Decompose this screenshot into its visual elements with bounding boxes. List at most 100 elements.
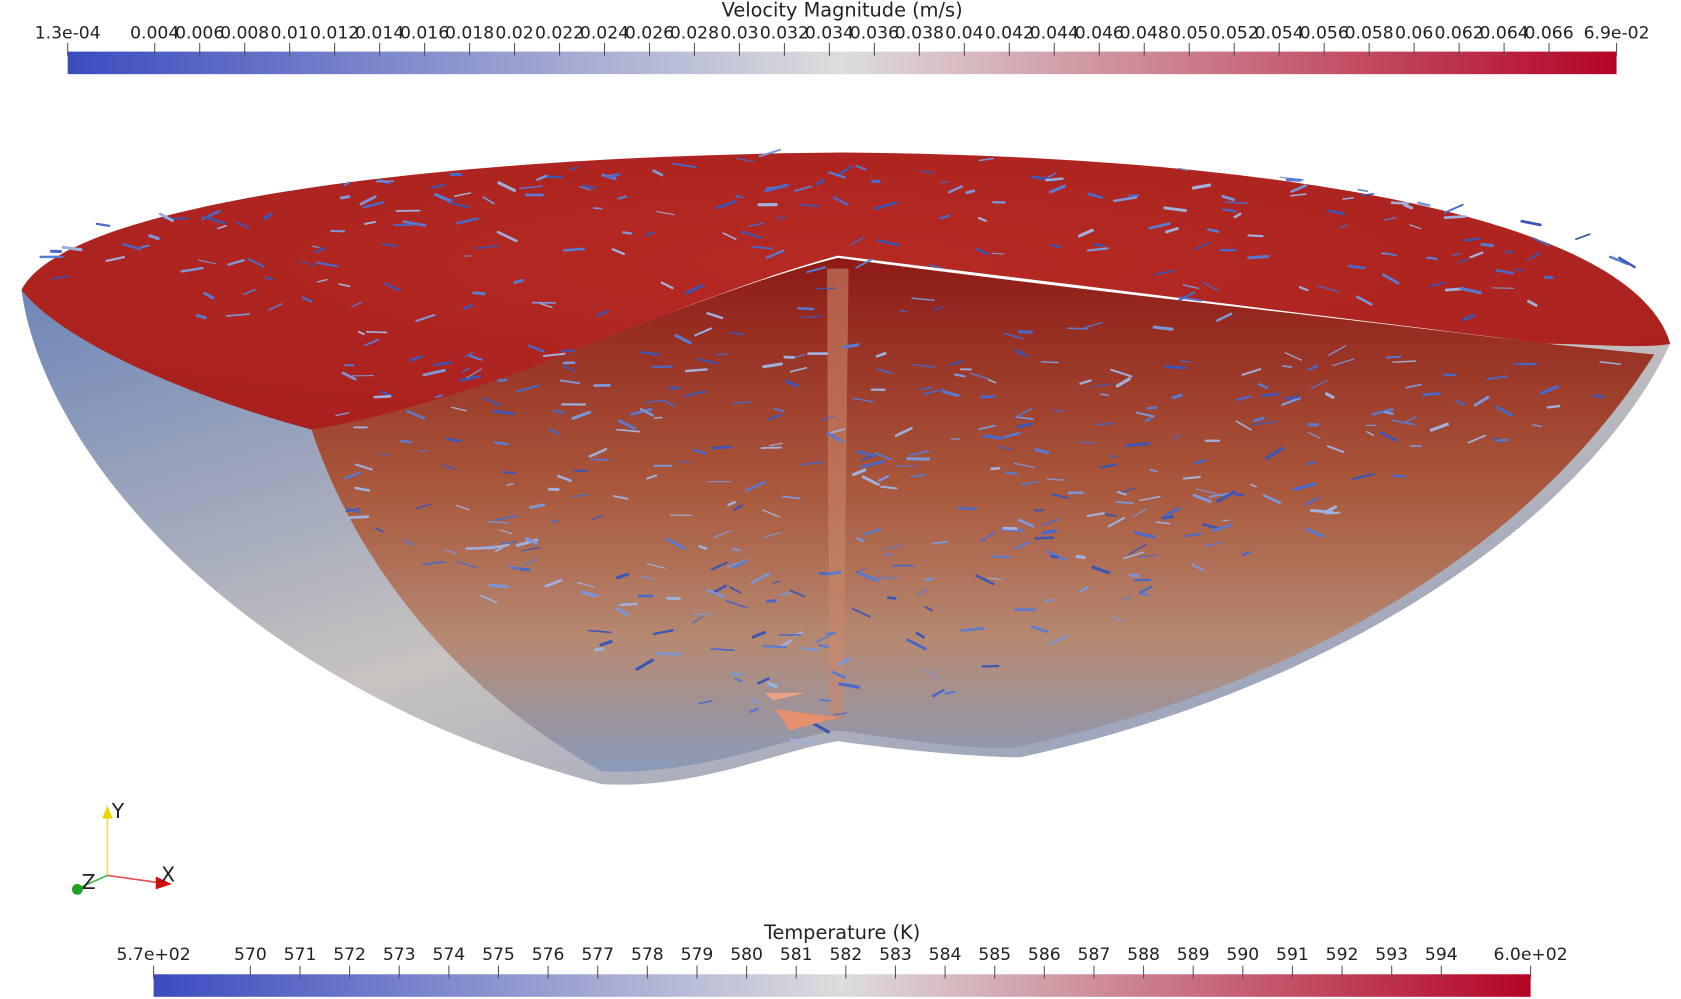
velocity-glyph — [1077, 556, 1084, 557]
tick-label: 0.016 — [400, 23, 449, 43]
velocity-glyph — [1101, 394, 1108, 395]
velocity-glyph — [820, 645, 828, 646]
tick-label: 0.04 — [945, 23, 983, 43]
color-bar: Temperature (K) 5.7e+02 6.0e+02 570 571 572 57… — [117, 921, 1568, 997]
tick-label: 579 — [681, 945, 714, 965]
tick-label: 0.01 — [271, 23, 309, 43]
range-label: 6.0e+02 — [1494, 945, 1568, 965]
color-bar-title: Velocity Magnitude (m/s) — [722, 0, 963, 21]
tick-label: 0.032 — [760, 23, 809, 43]
velocity-glyph — [1263, 394, 1278, 396]
velocity-glyph — [1041, 362, 1058, 363]
velocity-glyph — [828, 572, 840, 574]
tick-label: 580 — [730, 945, 763, 965]
velocity-glyph — [1129, 195, 1138, 196]
velocity-glyph — [670, 388, 678, 389]
velocity-glyph — [1181, 361, 1190, 362]
tick-label: 583 — [879, 945, 912, 965]
tick-label: 575 — [482, 945, 515, 965]
velocity-glyph — [1163, 517, 1173, 519]
tick-label: 0.02 — [495, 23, 533, 43]
tick-label: 586 — [1028, 945, 1061, 965]
velocity-glyph — [1387, 357, 1401, 358]
orientation-axes: Y X Z — [72, 799, 175, 895]
velocity-glyph — [350, 517, 368, 518]
tick-label: 571 — [284, 945, 317, 965]
velocity-glyph — [900, 311, 906, 312]
velocity-glyph — [375, 396, 391, 397]
velocity-glyph — [401, 441, 411, 442]
velocity-glyph — [1482, 244, 1493, 245]
hemisphere-render — [21, 150, 1670, 785]
velocity-glyph — [800, 205, 819, 206]
velocity-glyph — [474, 293, 485, 294]
tick-label: 0.048 — [1120, 23, 1169, 43]
velocity-glyph — [1045, 600, 1052, 601]
velocity-glyph — [888, 598, 895, 599]
tick-label: 0.022 — [535, 23, 584, 43]
tick-label: 584 — [929, 945, 962, 965]
velocity-glyph — [503, 472, 516, 473]
velocity-glyph — [1154, 327, 1172, 329]
tick-label: 572 — [333, 945, 366, 965]
color-bar-ramp — [68, 52, 1617, 75]
velocity-glyph — [1423, 393, 1438, 394]
velocity-glyph — [1223, 520, 1230, 521]
tick-label: 0.058 — [1345, 23, 1394, 43]
velocity-glyph — [967, 191, 974, 193]
tick-label: 592 — [1326, 945, 1359, 965]
tick-label: 0.008 — [220, 23, 269, 43]
tick-label: 582 — [829, 945, 862, 965]
velocity-glyph — [826, 633, 835, 634]
tick-label: 573 — [383, 945, 416, 965]
tick-label: 0.03 — [720, 23, 758, 43]
velocity-glyph — [1505, 252, 1513, 253]
tick-label: 0.042 — [985, 23, 1034, 43]
velocity-glyph — [1522, 221, 1540, 225]
color-bar-title: Temperature (K) — [763, 921, 920, 944]
velocity-glyph — [1286, 397, 1298, 399]
velocity-glyph — [367, 332, 386, 333]
velocity-glyph — [992, 556, 1009, 557]
tick-label: 0.036 — [850, 23, 899, 43]
tick-label: 578 — [631, 945, 664, 965]
velocity-glyph — [467, 548, 490, 549]
velocity-glyph — [955, 375, 964, 377]
x-axis-label: X — [161, 862, 175, 886]
tick-label: 588 — [1127, 945, 1160, 965]
velocity-glyph — [984, 436, 1002, 438]
velocity-glyph — [1052, 245, 1060, 247]
velocity-glyph — [498, 380, 506, 381]
velocity-glyph — [1393, 476, 1405, 477]
velocity-glyph — [716, 354, 727, 355]
velocity-glyph — [1594, 396, 1603, 398]
range-label: 5.7e+02 — [117, 945, 191, 965]
color-bar-ramp — [154, 974, 1531, 997]
tick-label: 0.038 — [895, 23, 944, 43]
velocity-glyph — [1236, 494, 1243, 495]
tick-label: 0.034 — [805, 23, 854, 43]
tick-label: 570 — [234, 945, 267, 965]
tick-label: 0.062 — [1435, 23, 1484, 43]
velocity-glyph — [1496, 440, 1509, 441]
tick-label: 581 — [780, 945, 813, 965]
velocity-glyph — [1166, 367, 1184, 368]
velocity-glyph — [1358, 190, 1367, 192]
velocity-glyph — [1287, 180, 1300, 181]
velocity-glyph — [620, 604, 636, 605]
tick-label: 594 — [1425, 945, 1458, 965]
velocity-glyph — [331, 231, 344, 232]
tick-label: 0.06 — [1395, 23, 1433, 43]
velocity-glyph — [1148, 408, 1156, 409]
tick-label: 0.004 — [130, 23, 179, 43]
tick-label: 0.028 — [670, 23, 719, 43]
velocity-glyph — [490, 585, 508, 586]
range-label: 1.3e-04 — [35, 23, 101, 43]
velocity-glyph — [768, 601, 775, 602]
velocity-glyph — [821, 700, 830, 701]
tick-label: 0.046 — [1075, 23, 1124, 43]
velocity-glyph — [992, 468, 999, 469]
velocity-glyph — [1249, 256, 1268, 258]
tick-label: 0.054 — [1255, 23, 1304, 43]
tick-label: 585 — [978, 945, 1011, 965]
